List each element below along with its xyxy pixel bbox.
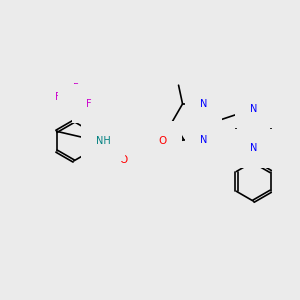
Text: N: N (200, 135, 207, 145)
Text: F: F (86, 99, 92, 109)
Text: N: N (250, 104, 257, 114)
Text: O: O (119, 155, 127, 165)
Text: F: F (73, 83, 79, 93)
Text: N: N (200, 99, 207, 109)
Text: N: N (250, 143, 257, 153)
Text: NH: NH (96, 136, 111, 146)
Text: O: O (159, 136, 167, 146)
Text: F: F (56, 92, 61, 102)
